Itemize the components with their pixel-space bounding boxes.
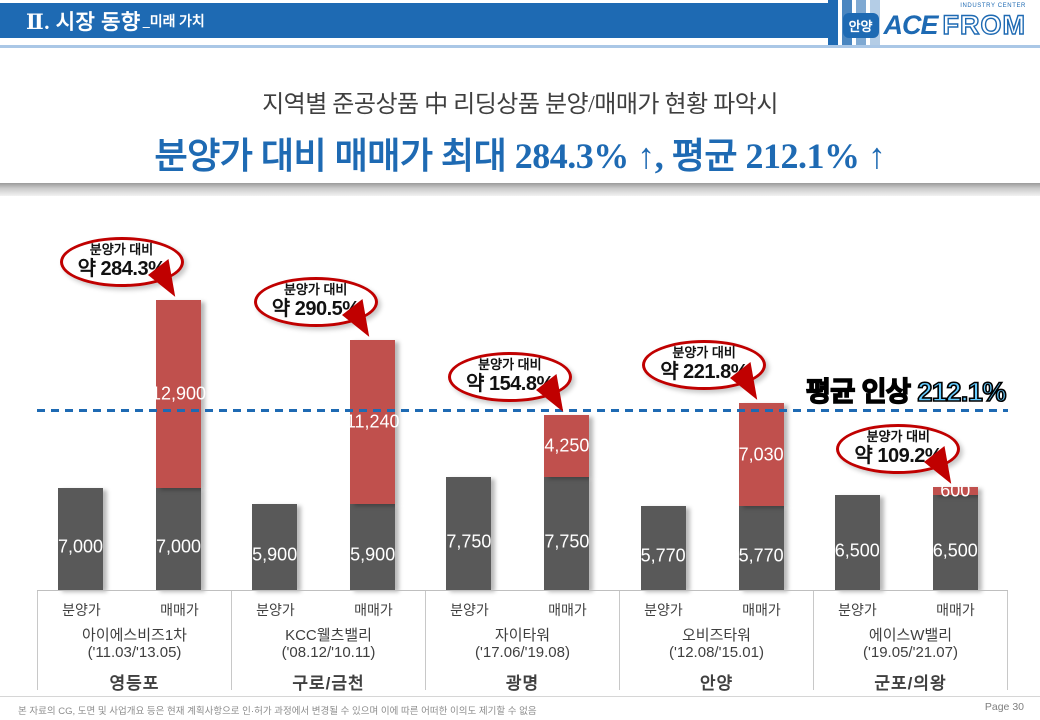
callout-prefix: 분양가 대비: [283, 282, 348, 298]
bar-value-label: 5,770: [640, 545, 686, 566]
project-name: 아이에스비즈1차: [82, 627, 187, 644]
company-logo: 안양 ACE INDUSTRY CENTER FROM: [842, 3, 1026, 41]
region-name: 구로/금천: [292, 674, 365, 693]
bunyangga-bar: [252, 504, 298, 590]
callout-prefix: 분양가 대비: [89, 242, 154, 258]
callout-bubble: 분양가 대비 약 109.2%: [836, 423, 961, 474]
bar-value-label: 6,500: [932, 540, 978, 561]
page-number: Page 30: [984, 701, 1024, 713]
average-increase-wordart: 평균 인상 212.1%: [805, 376, 1007, 408]
logo-brand-from-wrap: INDUSTRY CENTER FROM: [942, 3, 1026, 41]
title-block: 지역별 준공상품 中 리딩상품 분양/매매가 현황 파악시 분양가 대비 매매가…: [0, 84, 1040, 179]
callout-prefix: 분양가 대비: [672, 345, 736, 361]
maemaega-base-bar: [156, 487, 201, 590]
logo-brand-from: FROM: [942, 9, 1026, 40]
callout-value: 약 154.8%: [465, 373, 554, 396]
bar-value-label: 5,770: [738, 545, 784, 566]
project-name: KCC웰츠밸리: [285, 627, 372, 644]
region-name: 군포/의왕: [874, 674, 947, 693]
maemaega-premium-bar: [350, 340, 396, 505]
section-subtitle: _미래 가치: [142, 14, 205, 30]
callout-value: 약 109.2%: [854, 444, 943, 467]
callout-bubble: 분양가 대비 약 290.5%: [253, 277, 378, 328]
project-dates: ('11.03/'13.05): [87, 644, 182, 661]
maemaega-base-bar: [350, 504, 396, 590]
bar-value-label: 12,900: [150, 383, 207, 404]
section-title: Ⅱ. 시장 동향: [26, 9, 141, 34]
maemaega-axis-label: 매매가: [936, 602, 975, 618]
region-name: 광명: [505, 674, 540, 693]
logo-badge: 안양: [842, 13, 879, 38]
project-name: 오비즈타워: [681, 627, 751, 644]
header-stripe: [828, 0, 838, 47]
maemaega-axis-label: 매매가: [354, 602, 393, 618]
bunyangga-bar: [446, 477, 492, 590]
bar-value-label: 7,750: [544, 531, 590, 552]
callout-value: 약 290.5%: [271, 298, 360, 321]
bunyangga-axis-label: 분양가: [62, 602, 101, 618]
title-divider: [0, 183, 1040, 196]
bar-value-label: 5,900: [350, 544, 396, 565]
bar-value-label: 7,000: [57, 536, 104, 557]
callout-prefix: 분양가 대비: [866, 428, 930, 444]
callout-prefix: 분양가 대비: [478, 357, 542, 373]
maemaega-base-bar: [932, 495, 978, 590]
bunyangga-axis-label: 분양가: [838, 602, 877, 618]
average-dashed-line: [37, 409, 1008, 412]
header-bar: Ⅱ. 시장 동향 _미래 가치: [0, 3, 830, 38]
header-underline: [0, 45, 1040, 48]
bar-value-label: 600: [940, 480, 971, 501]
footer-disclaimer: 본 자료의 CG, 도면 및 사업개요 등은 현재 계획사항으로 인·허가 과정…: [18, 706, 537, 717]
callout-bubble: 분양가 대비 약 284.3%: [59, 237, 184, 287]
slide-title: 분양가 대비 매매가 최대 284.3% ↑, 평균 212.1% ↑: [154, 136, 886, 176]
logo-brand-ace: ACE: [883, 10, 939, 40]
project-name: 자이타워: [494, 627, 551, 644]
project-dates: ('12.08/'15.01): [669, 644, 764, 661]
maemaega-premium-bar: [738, 403, 784, 506]
project-dates: ('17.06/'19.08): [475, 644, 570, 661]
maemaega-base-bar: [544, 477, 590, 590]
bar-value-label: 6,500: [834, 540, 880, 561]
project-dates: ('08.12/'10.11): [281, 644, 376, 661]
callout-value: 약 221.8%: [660, 361, 748, 384]
maemaega-axis-label: 매매가: [160, 602, 199, 618]
region-name: 영등포: [109, 674, 160, 693]
callout-bubble: 분양가 대비 약 221.8%: [642, 340, 767, 391]
maemaega-premium-bar: [156, 300, 201, 488]
maemaega-axis-label: 매매가: [742, 602, 781, 618]
bunyangga-bar: [58, 487, 103, 590]
bunyangga-bar: [834, 495, 880, 590]
maemaega-premium-bar: [932, 486, 978, 496]
bar-value-label: 7,750: [446, 531, 492, 552]
logo-tagline: INDUSTRY CENTER: [960, 3, 1026, 9]
bunyangga-axis-label: 분양가: [256, 602, 295, 618]
callout-value: 약 284.3%: [77, 257, 166, 280]
maemaega-base-bar: [738, 505, 784, 590]
project-name: 에이스W밸리: [868, 627, 953, 644]
bunyangga-axis-label: 분양가: [644, 602, 683, 618]
callout-bubble: 분양가 대비 약 154.8%: [447, 352, 572, 403]
bar-value-label: 11,240: [345, 411, 400, 432]
bar-value-label: 4,250: [544, 435, 590, 456]
footer-divider: [0, 696, 1040, 697]
slide-subtitle: 지역별 준공상품 中 리딩상품 분양/매매가 현황 파악시: [262, 92, 778, 118]
bunyangga-axis-label: 분양가: [450, 602, 489, 618]
bunyangga-bar: [640, 505, 686, 590]
bar-value-label: 7,030: [738, 444, 784, 465]
maemaega-premium-bar: [544, 415, 590, 478]
maemaega-axis-label: 매매가: [548, 602, 587, 618]
bar-value-label: 7,000: [155, 536, 202, 557]
bar-value-label: 5,900: [252, 544, 298, 565]
project-dates: ('19.05/'21.07): [863, 644, 958, 661]
category-cell: 분양가 매매가 KCC웰츠밸리 ('08.12/'10.11) 구로/금천: [232, 591, 426, 693]
region-name: 안양: [699, 674, 734, 693]
